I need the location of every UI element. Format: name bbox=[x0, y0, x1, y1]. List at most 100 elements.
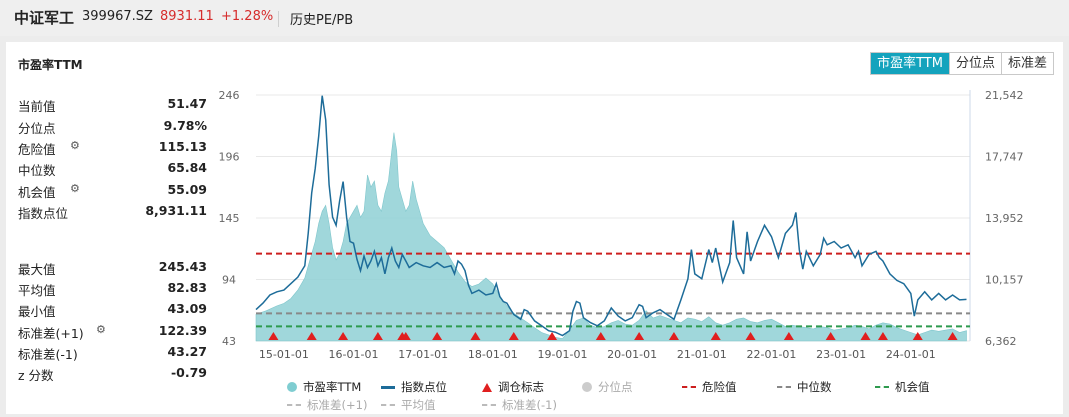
dashed-line-icon bbox=[682, 386, 696, 388]
rebalance-marker bbox=[634, 332, 645, 340]
stat-label: 最大值 bbox=[18, 262, 56, 277]
rebalance-marker bbox=[595, 332, 606, 340]
stat-label: 标准差(+1) bbox=[18, 326, 84, 341]
circle-icon bbox=[582, 382, 592, 392]
x-tick-label: 20-01-01 bbox=[607, 348, 657, 361]
stat-value: 245.43 bbox=[158, 259, 207, 274]
x-tick-label: 16-01-01 bbox=[329, 348, 379, 361]
stat-value: 43.09 bbox=[167, 301, 207, 316]
panel-title: 市盈率TTM bbox=[18, 58, 83, 72]
legend-label: 指数点位 bbox=[401, 380, 447, 394]
x-tick-label: 15-01-01 bbox=[259, 348, 309, 361]
y-tick-label-right: 10,157 bbox=[985, 274, 1024, 287]
y-tick-label-right: 21,542 bbox=[985, 89, 1024, 102]
rebalance-marker bbox=[947, 332, 958, 340]
rebalance-marker bbox=[877, 332, 888, 340]
legend-label: 分位点 bbox=[598, 380, 633, 394]
rebalance-marker bbox=[400, 332, 411, 340]
stat-value: 122.39 bbox=[158, 323, 207, 338]
legend-item-std-minus[interactable]: 标准差(-1) bbox=[482, 397, 557, 413]
dashed-line-icon bbox=[875, 386, 889, 388]
legend-item-pe[interactable]: 市盈率TTM bbox=[287, 379, 361, 395]
index-change: +1.28% bbox=[221, 9, 274, 24]
rebalance-marker bbox=[783, 332, 794, 340]
legend-item-danger[interactable]: 危险值 bbox=[682, 379, 737, 395]
rebalance-marker bbox=[860, 332, 871, 340]
x-tick-label: 23-01-01 bbox=[816, 348, 866, 361]
x-tick-label: 18-01-01 bbox=[468, 348, 518, 361]
stat-value: 43.27 bbox=[167, 344, 207, 359]
header-divider bbox=[278, 11, 279, 27]
stat-value: 82.83 bbox=[167, 280, 207, 295]
rebalance-marker bbox=[372, 332, 383, 340]
legend-item-mean[interactable]: 平均值 bbox=[381, 397, 436, 413]
history-pe-pb-link[interactable]: 历史PE/PB bbox=[290, 13, 354, 28]
index-code: 399967.SZ bbox=[82, 9, 153, 24]
stat-label: 平均值 bbox=[18, 283, 56, 298]
dashed-line-icon bbox=[482, 404, 496, 406]
legend-label: 危险值 bbox=[702, 380, 737, 394]
rebalance-marker bbox=[710, 332, 721, 340]
stat-label: 分位点 bbox=[18, 121, 56, 136]
legend-item-percentile[interactable]: 分位点 bbox=[582, 379, 633, 395]
legend-label: 平均值 bbox=[401, 398, 436, 412]
stat-label: 最小值 bbox=[18, 304, 56, 319]
series-area-pe bbox=[255, 132, 967, 342]
rebalance-marker bbox=[745, 332, 756, 340]
y-tick-label-left: 246 bbox=[219, 89, 240, 102]
legend-item-opportunity[interactable]: 机会值 bbox=[875, 379, 930, 395]
y-tick-label-left: 145 bbox=[219, 212, 240, 225]
stat-value: 55.09 bbox=[167, 182, 207, 197]
x-tick-label: 21-01-01 bbox=[677, 348, 727, 361]
stat-label: 中位数 bbox=[18, 163, 56, 178]
x-tick-label: 19-01-01 bbox=[538, 348, 588, 361]
rebalance-marker bbox=[338, 332, 349, 340]
y-tick-label-right: 6,362 bbox=[985, 335, 1017, 348]
metric-tabs: 市盈率TTM 分位点 标准差 bbox=[870, 52, 1054, 75]
legend-item-std-plus[interactable]: 标准差(+1) bbox=[287, 397, 367, 413]
gear-icon[interactable]: ⚙ bbox=[70, 139, 80, 152]
y-tick-label-right: 13,952 bbox=[985, 212, 1024, 225]
rebalance-marker bbox=[825, 332, 836, 340]
rebalance-marker bbox=[306, 332, 317, 340]
rebalance-marker bbox=[912, 332, 923, 340]
stat-value: 8,931.11 bbox=[145, 203, 207, 218]
legend-item-median[interactable]: 中位数 bbox=[777, 379, 832, 395]
gear-icon[interactable]: ⚙ bbox=[70, 182, 80, 195]
circle-icon bbox=[287, 382, 297, 392]
top-bar: 中证军工 399967.SZ 8931.11 +1.28% 历史PE/PB bbox=[0, 0, 1069, 36]
legend-label: 标准差(+1) bbox=[307, 398, 368, 412]
stat-label: 标准差(-1) bbox=[18, 347, 78, 362]
rebalance-marker bbox=[432, 332, 443, 340]
legend-item-rebalance[interactable]: 调仓标志 bbox=[482, 379, 544, 395]
x-tick-label: 24-01-01 bbox=[886, 348, 936, 361]
legend-label: 市盈率TTM bbox=[303, 380, 362, 394]
dashed-line-icon bbox=[381, 404, 395, 406]
stat-value: -0.79 bbox=[170, 365, 207, 380]
rebalance-marker bbox=[470, 332, 481, 340]
tab-percentile[interactable]: 分位点 bbox=[948, 53, 1001, 74]
x-tick-label: 17-01-01 bbox=[398, 348, 448, 361]
rebalance-marker bbox=[508, 332, 519, 340]
stat-label: z 分数 bbox=[18, 368, 54, 383]
dashed-line-icon bbox=[287, 404, 301, 406]
tab-std-dev[interactable]: 标准差 bbox=[1000, 53, 1053, 74]
line-icon bbox=[381, 385, 395, 389]
legend-label: 调仓标志 bbox=[498, 380, 544, 394]
stat-value: 51.47 bbox=[167, 96, 207, 111]
stat-label: 危险值 bbox=[18, 142, 56, 157]
rebalance-marker bbox=[268, 332, 279, 340]
gear-icon[interactable]: ⚙ bbox=[96, 323, 106, 336]
y-tick-label-right: 17,747 bbox=[985, 151, 1024, 164]
x-tick-label: 22-01-01 bbox=[747, 348, 797, 361]
stat-label: 机会值 bbox=[18, 185, 56, 200]
index-price: 8931.11 bbox=[160, 9, 214, 24]
stat-value: 115.13 bbox=[158, 139, 207, 154]
series-line-index bbox=[255, 95, 967, 337]
index-name: 中证军工 bbox=[14, 9, 75, 27]
tab-pe-ttm[interactable]: 市盈率TTM bbox=[871, 53, 949, 74]
rebalance-marker bbox=[668, 332, 679, 340]
legend-item-index[interactable]: 指数点位 bbox=[381, 379, 447, 395]
rebalance-marker bbox=[547, 332, 558, 340]
